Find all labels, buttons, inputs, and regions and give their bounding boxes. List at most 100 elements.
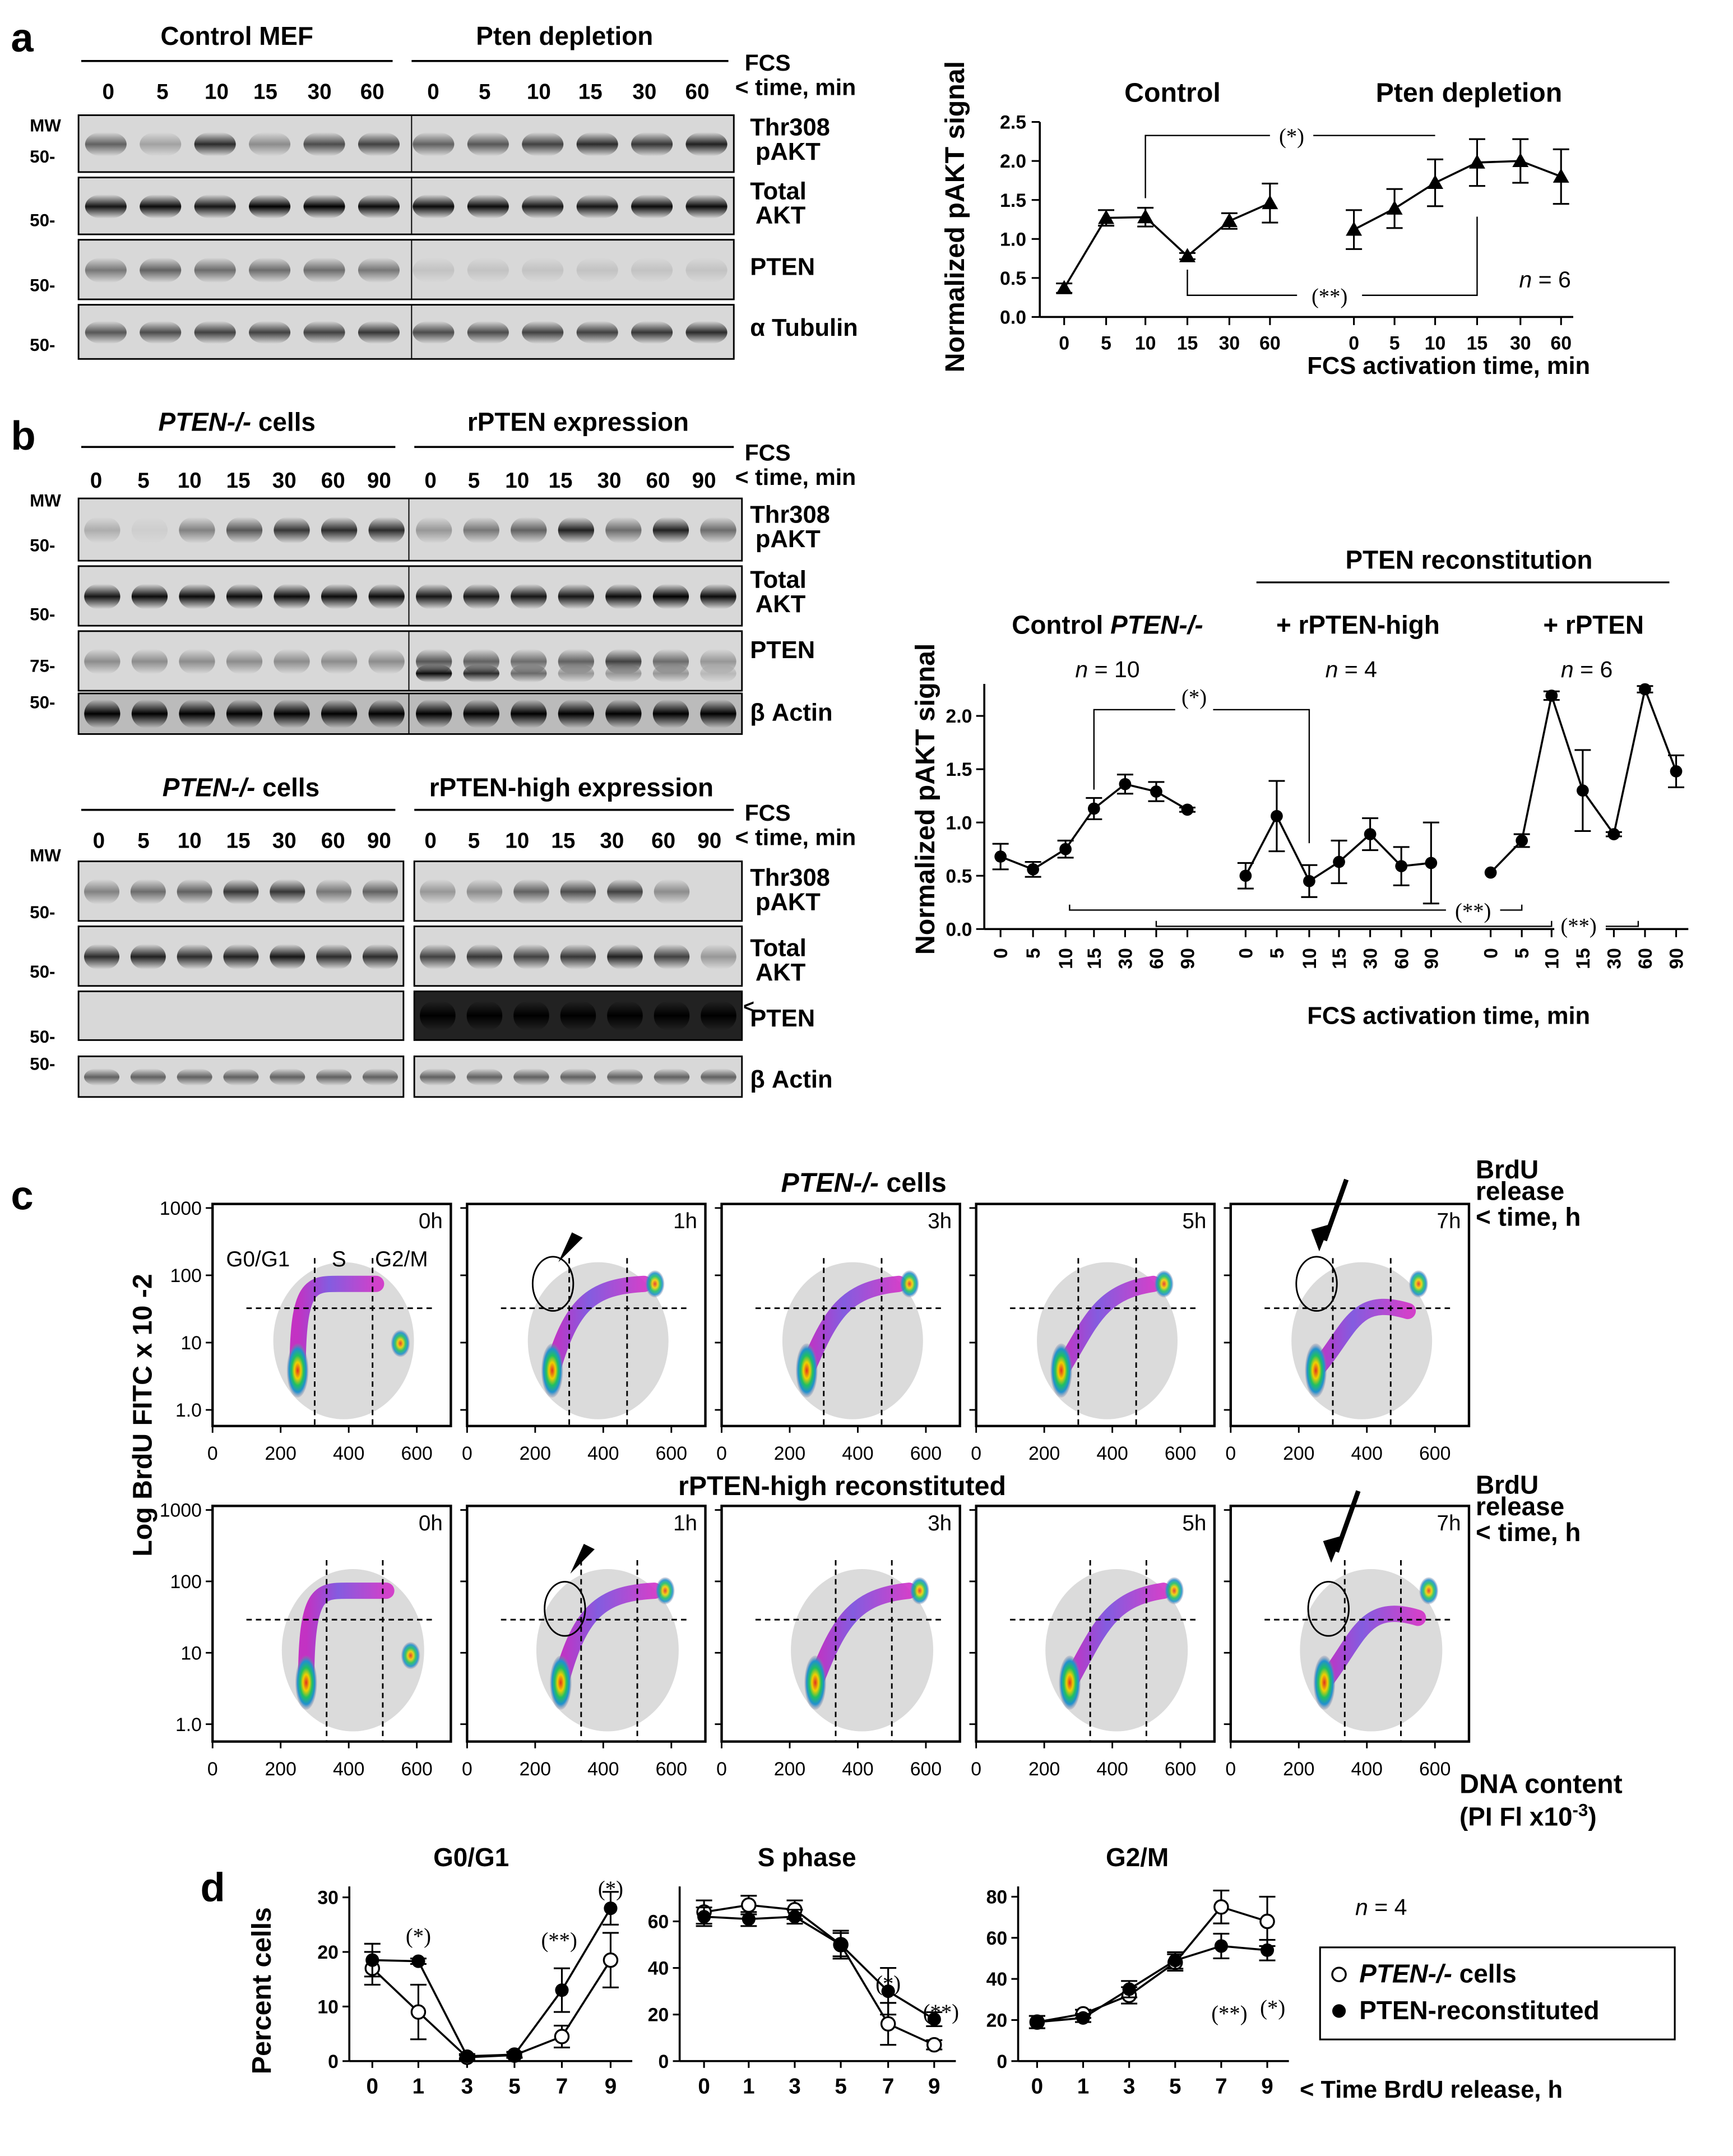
x-axis-title: (PI Fl x10-3): [1459, 1801, 1597, 1831]
panel-a-chart: Normalized pAKT signal 0.0 0.5 1.0 1.5 2.0 2.5…: [940, 61, 1590, 380]
column-header: PTEN-/- cells: [159, 407, 316, 436]
band: [652, 517, 689, 544]
blot-strip-1: [77, 177, 735, 235]
x-tick-label: 200: [1283, 1759, 1314, 1780]
band: [607, 879, 643, 905]
x-tick-label: 10: [1055, 948, 1077, 969]
x-tick-label: 10: [1541, 948, 1563, 969]
data-point: [1395, 860, 1408, 872]
arrowhead-marker: <: [743, 996, 754, 1017]
g1-population: [541, 1343, 563, 1398]
right-label: release: [1476, 1176, 1564, 1205]
data-point: [926, 2037, 942, 2053]
data-point: [927, 2012, 941, 2027]
x-tick-label: 30: [1604, 948, 1625, 969]
band: [513, 1001, 549, 1030]
x-tick-label: 200: [1283, 1443, 1314, 1464]
pointer-arrow: [1334, 1490, 1361, 1553]
group-label: + rPTEN-high: [1276, 610, 1440, 640]
x-tick-label: 60: [1635, 948, 1656, 969]
x-axis-title: DNA content: [1459, 1769, 1623, 1799]
flow-plot-1-3: 0 200 400 600 5h: [969, 1505, 1216, 1780]
x-tick-label: 600: [401, 1759, 432, 1780]
band: [270, 879, 305, 905]
lane-time: 90: [692, 469, 716, 493]
timepoint-label: 1h: [673, 1511, 697, 1535]
group-label: Control: [1124, 77, 1221, 108]
g2-population: [391, 1330, 410, 1357]
g1-population: [1313, 1655, 1336, 1710]
band: [605, 517, 642, 544]
blot2-right-strip-0: [413, 860, 743, 922]
band: [511, 699, 547, 728]
y-tick-label: 100: [170, 1571, 202, 1593]
lane-time: 60: [646, 469, 670, 493]
x-tick-label: 90: [1666, 948, 1688, 969]
band: [420, 879, 456, 905]
series-line: [1063, 202, 1271, 289]
blot-label: α Tubulin: [750, 314, 858, 341]
band: [274, 584, 310, 609]
band: [179, 699, 215, 728]
column-header: Pten depletion: [476, 21, 653, 50]
arrow-head: [1311, 1224, 1331, 1252]
group-label: Control PTEN-/-: [1012, 610, 1203, 640]
x-tick-label: 5: [835, 2075, 847, 2099]
lane-time: 90: [367, 469, 391, 493]
blot-frame: [77, 990, 405, 1041]
x-tick-label: 0: [971, 1759, 981, 1780]
data-point: [555, 1983, 569, 1997]
data-point: [880, 2016, 896, 2032]
y-tick-label: 1000: [160, 1198, 202, 1219]
series-line: [704, 1916, 935, 2020]
right-label: release: [1476, 1492, 1564, 1521]
blot-frame: [77, 239, 735, 300]
band: [466, 944, 503, 969]
column-header: rPTEN-high expression: [429, 773, 713, 802]
lane-time: 10: [527, 80, 551, 104]
x-tick-label: 5: [1169, 2075, 1181, 2099]
x-tick-label: 600: [1165, 1443, 1196, 1464]
y-tick-label: 10: [180, 1333, 202, 1354]
blot2-left-strip-1: [77, 926, 405, 987]
band: [131, 699, 168, 728]
x-tick-label: 0: [990, 948, 1012, 959]
data-point: [1056, 280, 1073, 294]
fcs-label: FCS: [745, 50, 791, 76]
x-tick-label: 0: [462, 1443, 472, 1464]
cell-arc: [298, 1583, 395, 1691]
mw-marker: 50-: [30, 211, 55, 230]
blot-strip-0: [77, 114, 735, 173]
band: [560, 1001, 596, 1030]
x-tick-label: 7: [882, 2075, 895, 2099]
sig-bg: [1175, 697, 1213, 722]
data-point: [1150, 785, 1162, 798]
gate-label: G0/G1: [226, 1247, 290, 1271]
lane-time: 15: [549, 469, 573, 493]
band: [226, 584, 263, 609]
x-tick-label: 0: [207, 1759, 218, 1780]
cycle-chart-1: S phase 0 20 40 60 0 1 3 5 7 9: [648, 1843, 956, 2099]
sig-bg: [1269, 123, 1314, 148]
band: [303, 321, 345, 344]
cell-cloud: [1037, 1262, 1178, 1419]
data-point: [742, 1912, 756, 1926]
data-point: [1386, 200, 1403, 215]
blot-label: PTEN: [750, 254, 815, 281]
band: [413, 257, 455, 283]
x-tick-label: 3: [789, 2075, 801, 2099]
band: [685, 195, 728, 219]
flow-plot-0-4: 0 200 400 600 7h: [1224, 1178, 1471, 1464]
y-tick-label: 80: [986, 1887, 1008, 1908]
band: [85, 321, 127, 344]
data-point: [1346, 221, 1363, 236]
lane-time: 5: [137, 829, 150, 853]
data-point: [1213, 1899, 1229, 1915]
x-tick-label: 3: [461, 2075, 474, 2099]
lane-time: 5: [479, 80, 491, 104]
y-tick-label: 40: [986, 1969, 1008, 1990]
band: [321, 517, 358, 544]
x-tick-label: 0: [1031, 2075, 1044, 2099]
data-point: [411, 1954, 425, 1968]
blot2-left-strip-3: [77, 1055, 405, 1098]
